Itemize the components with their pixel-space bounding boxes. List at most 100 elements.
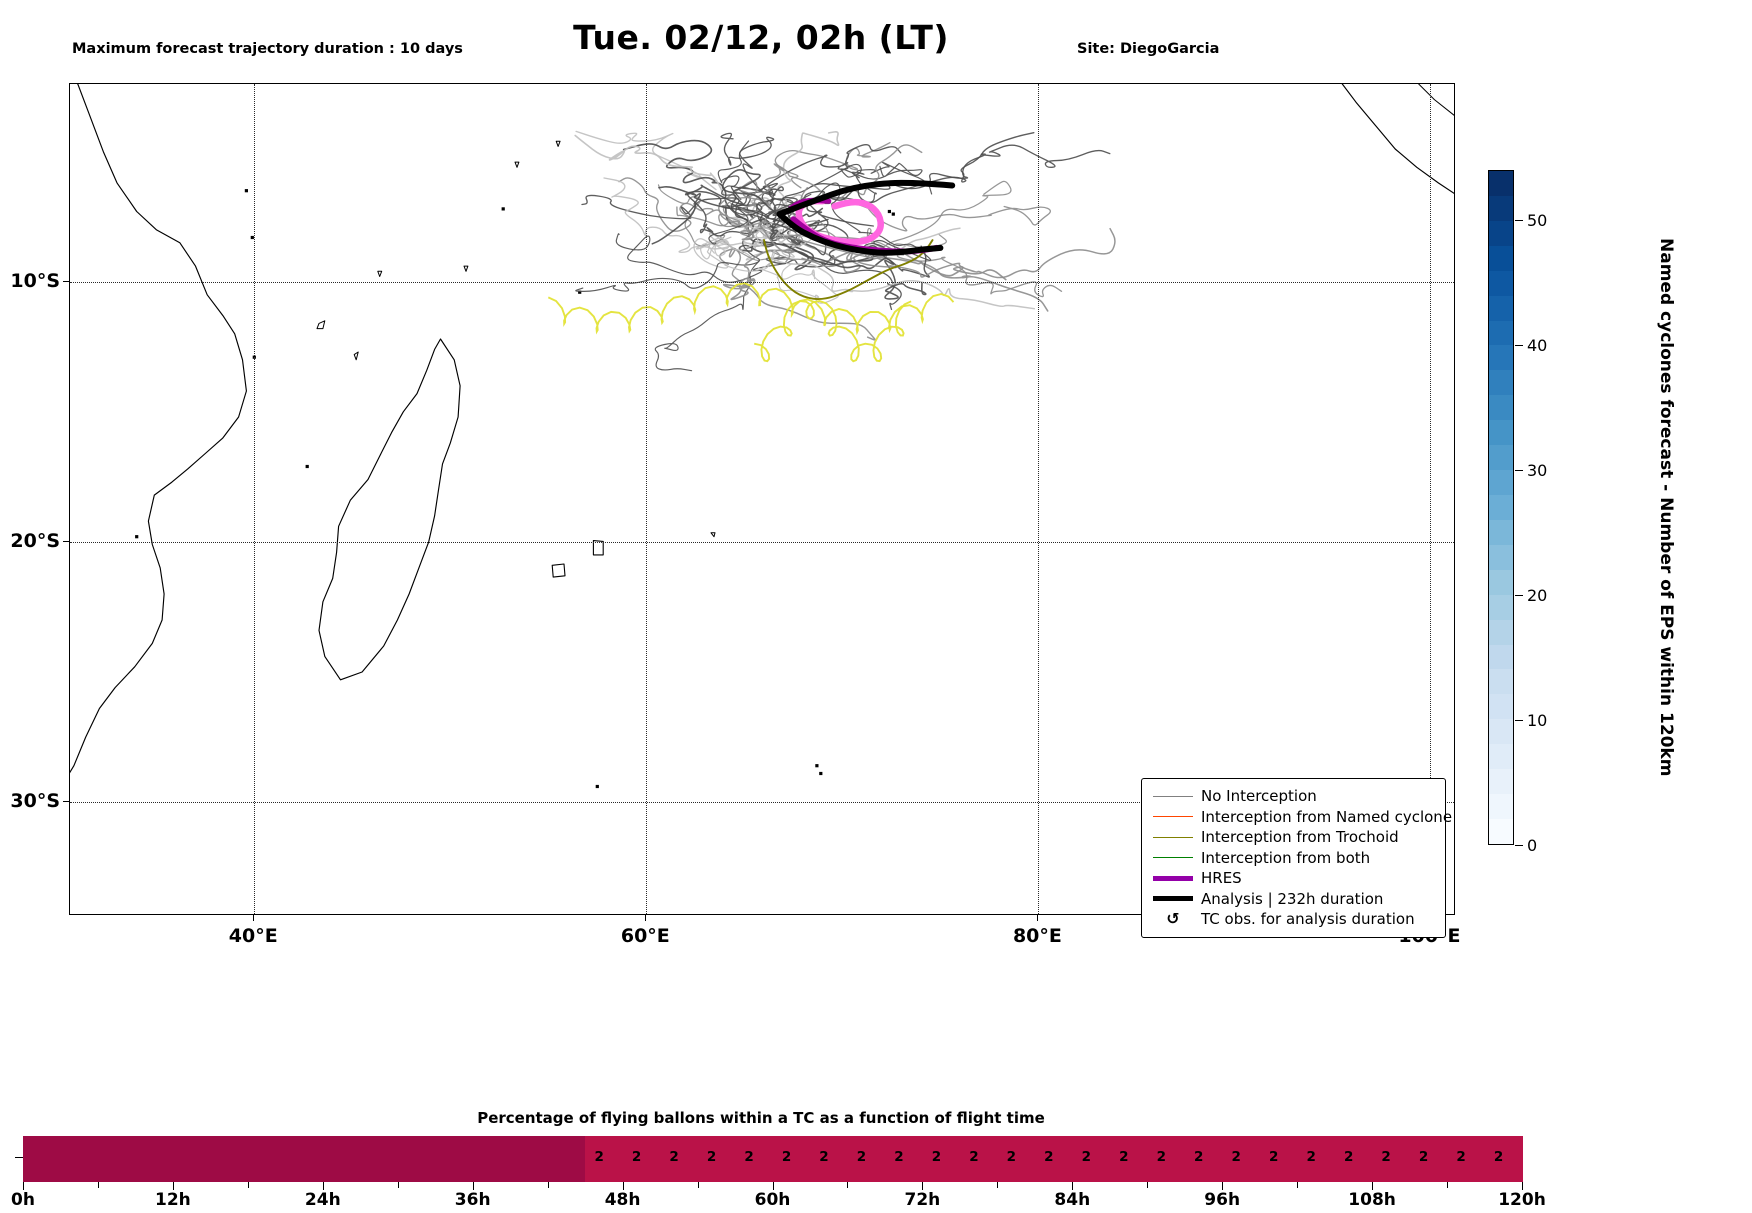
map-island-marker	[819, 771, 823, 776]
percentage-bar-segment	[1147, 1136, 1186, 1182]
coastline-madagascar	[318, 338, 461, 681]
colorbar-segment	[1489, 594, 1513, 620]
coastline-comoros	[316, 320, 326, 330]
legend-item-4[interactable]: HRES	[1151, 868, 1436, 889]
percentage-bar-segment	[697, 1136, 736, 1182]
percentage-bar-tick-label-7: 84h	[1054, 1190, 1091, 1210]
colorbar-segment	[1489, 669, 1513, 695]
colorbar-tick-mark	[1515, 595, 1523, 596]
coastline-mauritius	[592, 540, 604, 556]
map-island-marker	[595, 784, 599, 789]
ensemble-trajectory-no-interception	[719, 247, 876, 341]
percentage-bar-segment	[660, 1136, 699, 1182]
map-island-marker	[887, 209, 891, 214]
legend-line-icon	[1153, 875, 1193, 881]
percentage-bar-tick-label-3: 36h	[454, 1190, 491, 1210]
map-gridline-horizontal	[70, 281, 1454, 283]
colorbar-tick-mark	[1515, 345, 1523, 346]
percentage-bar-tick-label-1: 12h	[155, 1190, 191, 1210]
colorbar: Named cyclones forecast - Number of EPS …	[1488, 170, 1752, 855]
tc-observation-trochoid-track-2	[753, 300, 912, 363]
percentage-bar-segment	[360, 1136, 399, 1182]
ensemble-trajectory-no-interception	[767, 131, 840, 212]
percentage-bar-minor-tick	[397, 1182, 399, 1188]
ensemble-trajectory-no-interception	[720, 132, 794, 223]
map-gridline-vertical	[254, 84, 256, 914]
percentage-bar-tick-label-10: 120h	[1498, 1190, 1546, 1210]
map-gridline-vertical	[646, 84, 648, 914]
legend-item-3[interactable]: Interception from both	[1151, 848, 1436, 869]
percentage-bar-segment	[622, 1136, 661, 1182]
map-island-marker	[250, 235, 254, 240]
colorbar-segment	[1489, 220, 1513, 246]
map-xtick-mark	[253, 915, 255, 921]
percentage-bar-minor-tick	[1297, 1182, 1299, 1188]
legend-item-6[interactable]: ↺ TC obs. for analysis duration	[1151, 909, 1436, 930]
percentage-bar-tick-mark	[772, 1182, 774, 1190]
colorbar-tick-mark	[1515, 470, 1523, 471]
colorbar-tick-label-1: 10	[1527, 711, 1548, 730]
percentage-bar-segment	[772, 1136, 811, 1182]
legend-item-0[interactable]: No Interception	[1151, 786, 1436, 807]
percentage-bar-segment	[547, 1136, 586, 1182]
map-legend: No Interception Interception from Named c…	[1141, 778, 1452, 938]
map-ytick-mark	[63, 540, 69, 542]
legend-line-icon	[1153, 836, 1193, 838]
percentage-bar-segment	[210, 1136, 249, 1182]
legend-line-swatch	[1151, 875, 1195, 881]
legend-item-5[interactable]: Analysis | 232h duration	[1151, 889, 1436, 910]
percentage-bar-minor-tick	[547, 1182, 549, 1188]
colorbar-tick-mark	[1515, 720, 1523, 721]
legend-line-swatch	[1151, 836, 1195, 838]
coastline-africa-east	[70, 84, 247, 774]
legend-item-1[interactable]: Interception from Named cyclone	[1151, 807, 1452, 828]
percentage-bar-segment	[285, 1136, 324, 1182]
percentage-bar-segment	[23, 1136, 62, 1182]
percentage-bar-minor-tick	[1447, 1182, 1449, 1188]
percentage-bar-segment	[322, 1136, 361, 1182]
percentage-bar-minor-tick	[1147, 1182, 1149, 1188]
percentage-bar-segment	[884, 1136, 923, 1182]
colorbar-tick-mark	[1515, 220, 1523, 221]
ensemble-trajectory-no-interception	[724, 249, 839, 304]
colorbar-segment	[1489, 719, 1513, 745]
map-xtick-label-1: 60°E	[620, 925, 670, 947]
map-island-marker	[578, 290, 582, 294]
percentage-bar-segment	[1409, 1136, 1448, 1182]
legend-line-icon	[1153, 857, 1193, 859]
percentage-bar-segment	[172, 1136, 211, 1182]
percentage-bar-tick-mark	[172, 1182, 174, 1190]
percentage-bar-tick-mark	[622, 1182, 624, 1190]
colorbar-segment	[1489, 818, 1513, 844]
percentage-bar-segment	[1372, 1136, 1411, 1182]
map-xtick-label-0: 40°E	[228, 925, 278, 947]
trajectory-analysis-upper	[776, 179, 956, 218]
percentage-bar-segment	[1222, 1136, 1261, 1182]
trajectory-interception-trochoid	[763, 239, 934, 300]
map-island-marker	[244, 189, 248, 193]
percentage-bar-segment	[510, 1136, 549, 1182]
legend-line-icon	[1153, 816, 1193, 818]
map-gridline-vertical	[1430, 84, 1432, 914]
percentage-bar-tick-label-9: 108h	[1348, 1190, 1396, 1210]
legend-item-2[interactable]: Interception from Trochoid	[1151, 827, 1436, 848]
percentage-bar-tick-mark	[322, 1182, 324, 1190]
colorbar-segment	[1489, 694, 1513, 720]
map-gridline-vertical	[1038, 84, 1040, 914]
colorbar-segment	[1489, 395, 1513, 421]
legend-item-label: TC obs. for analysis duration	[1201, 910, 1415, 929]
map-plot-area	[69, 83, 1455, 915]
map-gridline-horizontal	[70, 541, 1454, 543]
colorbar-title: Named cyclones forecast - Number of EPS …	[1656, 170, 1676, 845]
colorbar-segment	[1489, 619, 1513, 645]
legend-item-label: Analysis | 232h duration	[1201, 889, 1384, 908]
percentage-bar-segment	[60, 1136, 99, 1182]
ensemble-trajectory-no-interception	[783, 144, 1111, 204]
colorbar-segment	[1489, 445, 1513, 471]
map-island-marker	[815, 764, 819, 768]
legend-line-swatch	[1151, 795, 1195, 797]
colorbar-segment	[1489, 644, 1513, 670]
percentage-bar-minor-tick	[97, 1182, 99, 1188]
coastline-reunion	[551, 563, 566, 578]
